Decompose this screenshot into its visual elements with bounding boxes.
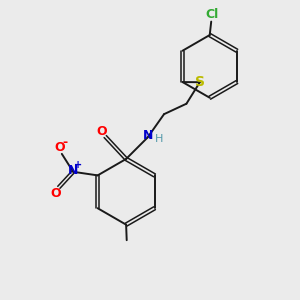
Text: O: O bbox=[96, 125, 107, 138]
Text: O: O bbox=[54, 141, 65, 154]
Text: +: + bbox=[74, 160, 83, 170]
Text: H: H bbox=[155, 134, 163, 144]
Text: N: N bbox=[68, 164, 78, 177]
Text: -: - bbox=[63, 136, 68, 149]
Text: O: O bbox=[50, 187, 61, 200]
Text: N: N bbox=[143, 129, 153, 142]
Text: S: S bbox=[195, 75, 205, 89]
Text: Cl: Cl bbox=[206, 8, 219, 21]
